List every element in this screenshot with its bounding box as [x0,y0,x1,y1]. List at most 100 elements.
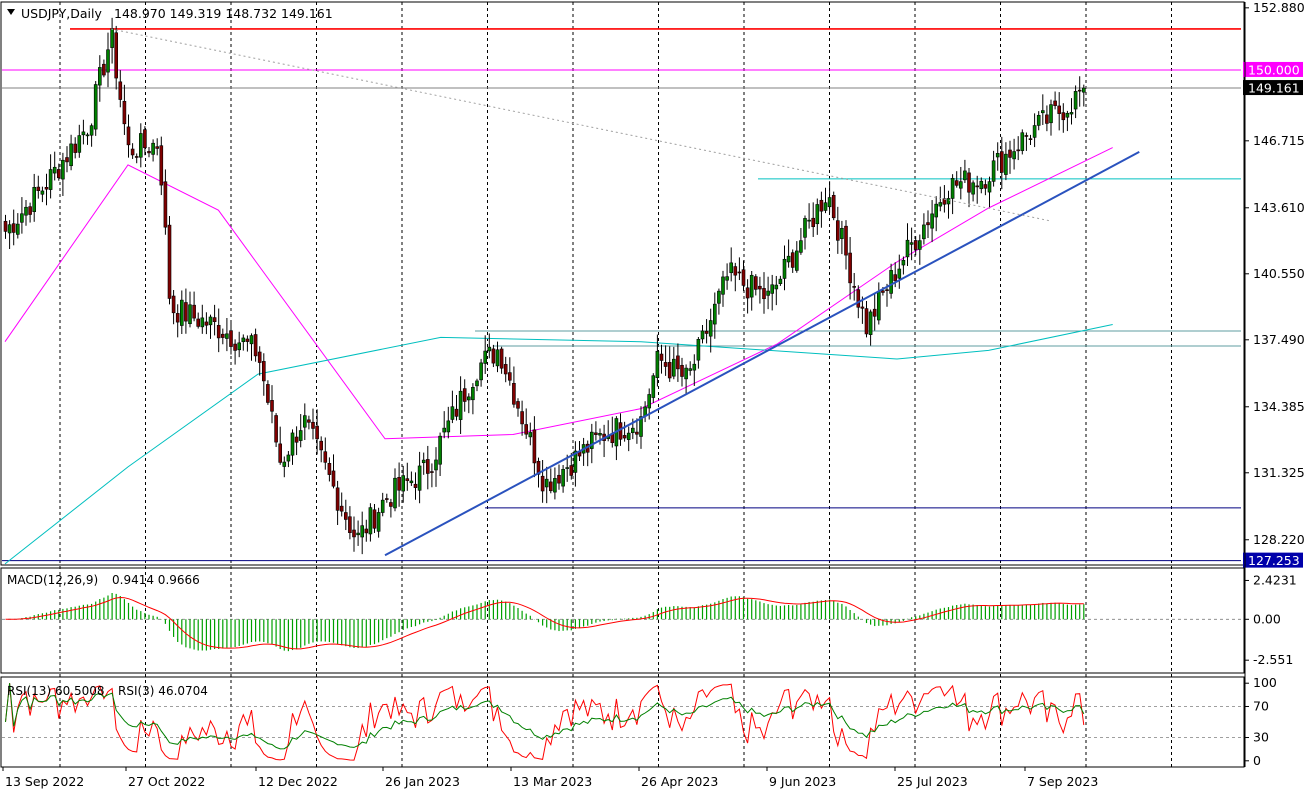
candle-up [290,432,295,456]
candle-up [151,142,155,155]
candle-down [758,285,762,290]
candle-down [331,470,336,487]
candle-down [323,451,328,463]
candle-up [442,427,447,433]
candle-up [298,430,303,441]
candle-up [360,525,365,538]
candle-up [749,274,754,298]
rsi3-line [5,683,1085,761]
candle-down [134,156,139,158]
candle-up [110,28,114,48]
candle-up [77,135,82,153]
candle-up [991,160,996,182]
candle-down [856,289,861,308]
candle-down [954,180,959,186]
price-tick-label: 146.715 [1253,133,1305,148]
candle-down [196,318,200,327]
candle-down [266,384,270,403]
candle-up [471,387,475,401]
candle-up [671,358,676,377]
time-axis-label: 13 Mar 2023 [513,774,592,789]
macd-panel [2,593,1241,652]
candle-up [241,337,246,343]
rsi-tick-label: 100 [1253,675,1277,690]
candle-up [1036,114,1041,126]
candle-down [274,415,278,443]
candle-up [81,131,86,136]
candle-down [548,481,553,492]
candle-down [352,529,356,538]
candle-down [1008,149,1012,158]
candle-up [450,406,455,420]
candle-down [831,195,836,219]
candle-up [376,512,381,532]
candle-up [69,143,73,167]
candle-down [319,440,324,451]
candle-up [302,415,307,428]
candle-up [1004,153,1008,175]
candle-down [844,225,848,256]
candle-up [639,416,643,437]
candle-up [995,153,1000,158]
candle-down [44,186,49,190]
candle-up [466,396,471,401]
candle-up [139,133,143,158]
price-tick-label: 140.550 [1253,266,1305,281]
candle-up [1032,125,1037,138]
candle-down [270,400,274,412]
candle-up [528,432,533,438]
candle-down [413,483,418,488]
candle-down [913,240,918,250]
candle-up [905,239,910,258]
candle-down [253,334,258,357]
candle-up [700,330,705,340]
candle-down [503,364,508,375]
panel-frame-3 [0,676,1245,768]
symbol-dropdown-icon[interactable] [7,9,15,15]
candle-up [52,166,57,174]
candle-up [766,290,770,296]
candle-down [975,185,980,188]
rsi13-line [5,683,1085,750]
candle-down [11,223,16,233]
candle-down [860,306,865,309]
panel-frame-1 [0,1,1245,566]
candle-down [569,465,574,476]
candle-down [926,222,930,226]
candle-up [688,368,693,371]
candle-up [573,450,578,473]
candle-down [1053,100,1057,106]
candle-down [315,425,319,440]
candle-down [676,355,680,370]
candle-up [868,311,873,335]
candle-up [421,459,426,464]
candle-down [216,324,221,339]
trendlines [111,28,1140,557]
candle-up [32,187,37,212]
candle-up [180,299,184,326]
candle-up [655,350,660,378]
ohlc-values: 148.970 149.319 148.732 149.161 [114,6,333,21]
symbol-label[interactable]: USDJPY,Daily [21,6,102,21]
macd-tick-label: -2.551 [1253,652,1293,667]
candle-down [737,271,742,274]
time-axis-label: 12 Dec 2022 [258,774,338,789]
candle-down [491,348,496,364]
time-axis-label: 13 Sep 2022 [5,774,84,789]
candle-down [881,290,885,293]
candle-up [356,532,360,536]
candle-up [1041,110,1045,114]
candle-up [40,190,45,195]
candle-up [565,467,570,469]
candle-up [1049,104,1053,124]
candle-down [339,505,344,512]
candle-down [733,266,738,276]
candle-down [327,463,332,475]
candle-up [487,346,492,352]
candle-down [745,287,750,299]
candle-down [261,361,266,382]
candle-down [405,478,410,481]
candle-down [524,424,529,435]
